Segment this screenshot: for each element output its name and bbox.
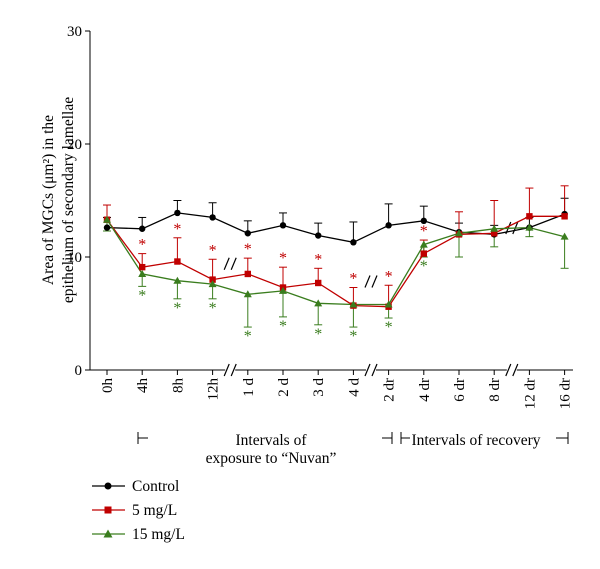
significance-star: *	[138, 287, 146, 304]
x-tick-label: 16 dr	[558, 378, 574, 409]
significance-star: *	[420, 223, 428, 240]
data-point	[560, 232, 569, 240]
significance-star: *	[385, 268, 393, 285]
y-axis-label-line1: Area of MGCs (μm²) in the	[40, 115, 57, 285]
significance-star: *	[314, 251, 322, 268]
data-point	[419, 240, 428, 248]
significance-star: *	[209, 300, 217, 317]
data-point	[420, 217, 427, 225]
x-tick-label: 4 d	[346, 378, 362, 397]
data-point	[314, 299, 323, 307]
legend-label: Control	[132, 478, 179, 495]
data-point	[349, 300, 358, 308]
data-point	[209, 214, 216, 221]
data-point	[139, 263, 146, 271]
line-break	[364, 274, 378, 289]
legend-marker	[104, 482, 112, 490]
data-point	[103, 215, 111, 223]
x-tick-label: 4h	[135, 378, 151, 394]
significance-star: *	[279, 250, 287, 267]
data-point	[491, 230, 498, 237]
y-tick-label: 30	[67, 24, 82, 40]
axes: 0 10 20 30 0h 4h 8h 12h 1 d 2 d 3 d 4 d 2 dr 4 dr 6 dr…	[67, 24, 574, 409]
y-tick-label: 10	[67, 250, 82, 266]
data-point	[138, 269, 147, 277]
significance-star: *	[314, 326, 322, 343]
significance-star: *	[173, 300, 181, 317]
x-tick-label: 8 dr	[487, 378, 503, 402]
x-tick-label: 6 dr	[452, 378, 468, 402]
y-tick-label: 20	[67, 137, 82, 153]
legend-item: Control	[92, 478, 179, 495]
significance-star: *	[279, 318, 287, 335]
x-tick-label: 4 dr	[417, 378, 433, 402]
legend-item: 5 mg/L	[92, 502, 177, 519]
legend-marker	[103, 529, 113, 538]
data-point	[315, 279, 322, 287]
series-lines	[106, 212, 565, 308]
x-axis-break	[505, 363, 519, 377]
y-tick-label: 0	[75, 363, 83, 379]
exposure-bracket-label-line1: Intervals of	[235, 432, 307, 449]
y-axis-label-line2: epithelium of secondary lamellae	[60, 97, 77, 303]
data-point	[139, 225, 146, 232]
x-tick-label: 2 d	[276, 378, 292, 397]
data-point	[244, 230, 251, 237]
significance-marks: * * * * * * * * * * * * * * * * * *	[138, 221, 428, 345]
data-point	[561, 213, 568, 220]
data-point	[243, 290, 252, 298]
series-line	[106, 219, 565, 306]
data-point	[103, 224, 111, 231]
significance-star: *	[173, 221, 181, 238]
significance-star: *	[385, 319, 393, 336]
x-tick-label: 8h	[170, 378, 186, 394]
line-break	[223, 256, 237, 271]
data-point	[384, 300, 393, 308]
x-tick-label: 12h	[206, 378, 222, 401]
significance-star: *	[349, 271, 357, 288]
data-point	[244, 270, 251, 278]
data-point	[174, 258, 181, 265]
x-tick-label: 1 d	[241, 378, 257, 397]
data-point	[279, 286, 287, 294]
data-point	[279, 222, 287, 229]
significance-star: *	[420, 258, 428, 275]
legend-label: 15 mg/L	[132, 526, 185, 543]
y-axis-label: Area of MGCs (μm²) in the epithelium of …	[40, 97, 77, 303]
interval-brackets: Intervals of exposure to “Nuvan” Interva…	[137, 432, 569, 467]
data-point	[315, 232, 322, 239]
x-tick-label: 3 d	[311, 378, 327, 397]
series-markers	[103, 209, 569, 310]
data-point	[174, 209, 181, 217]
legend: Control 5 mg/L 15 mg/L	[92, 478, 185, 543]
data-point	[208, 280, 217, 288]
significance-star: *	[244, 241, 252, 258]
legend-item: 15 mg/L	[92, 526, 185, 543]
data-point	[420, 250, 427, 257]
significance-star: *	[209, 242, 217, 259]
x-axis-break	[364, 363, 378, 377]
data-point	[526, 213, 533, 220]
significance-star: *	[349, 328, 357, 345]
data-point	[209, 276, 216, 283]
legend-marker	[104, 506, 112, 514]
exposure-bracket-label-line2: exposure to “Nuvan”	[206, 450, 337, 467]
data-point	[385, 222, 392, 229]
series-line	[106, 215, 565, 308]
data-point	[455, 229, 463, 237]
significance-star: *	[244, 328, 252, 345]
significance-star: *	[138, 237, 146, 254]
x-tick-label: 2 dr	[382, 378, 398, 402]
x-tick-label: 12 dr	[522, 378, 538, 409]
data-point	[525, 223, 534, 231]
legend-label: 5 mg/L	[132, 502, 177, 519]
data-point	[350, 239, 357, 246]
x-tick-label: 0h	[100, 378, 116, 394]
recovery-bracket-label: Intervals of recovery	[411, 432, 540, 449]
data-point	[173, 276, 182, 284]
data-point	[490, 224, 499, 232]
x-axis-break	[223, 363, 237, 377]
